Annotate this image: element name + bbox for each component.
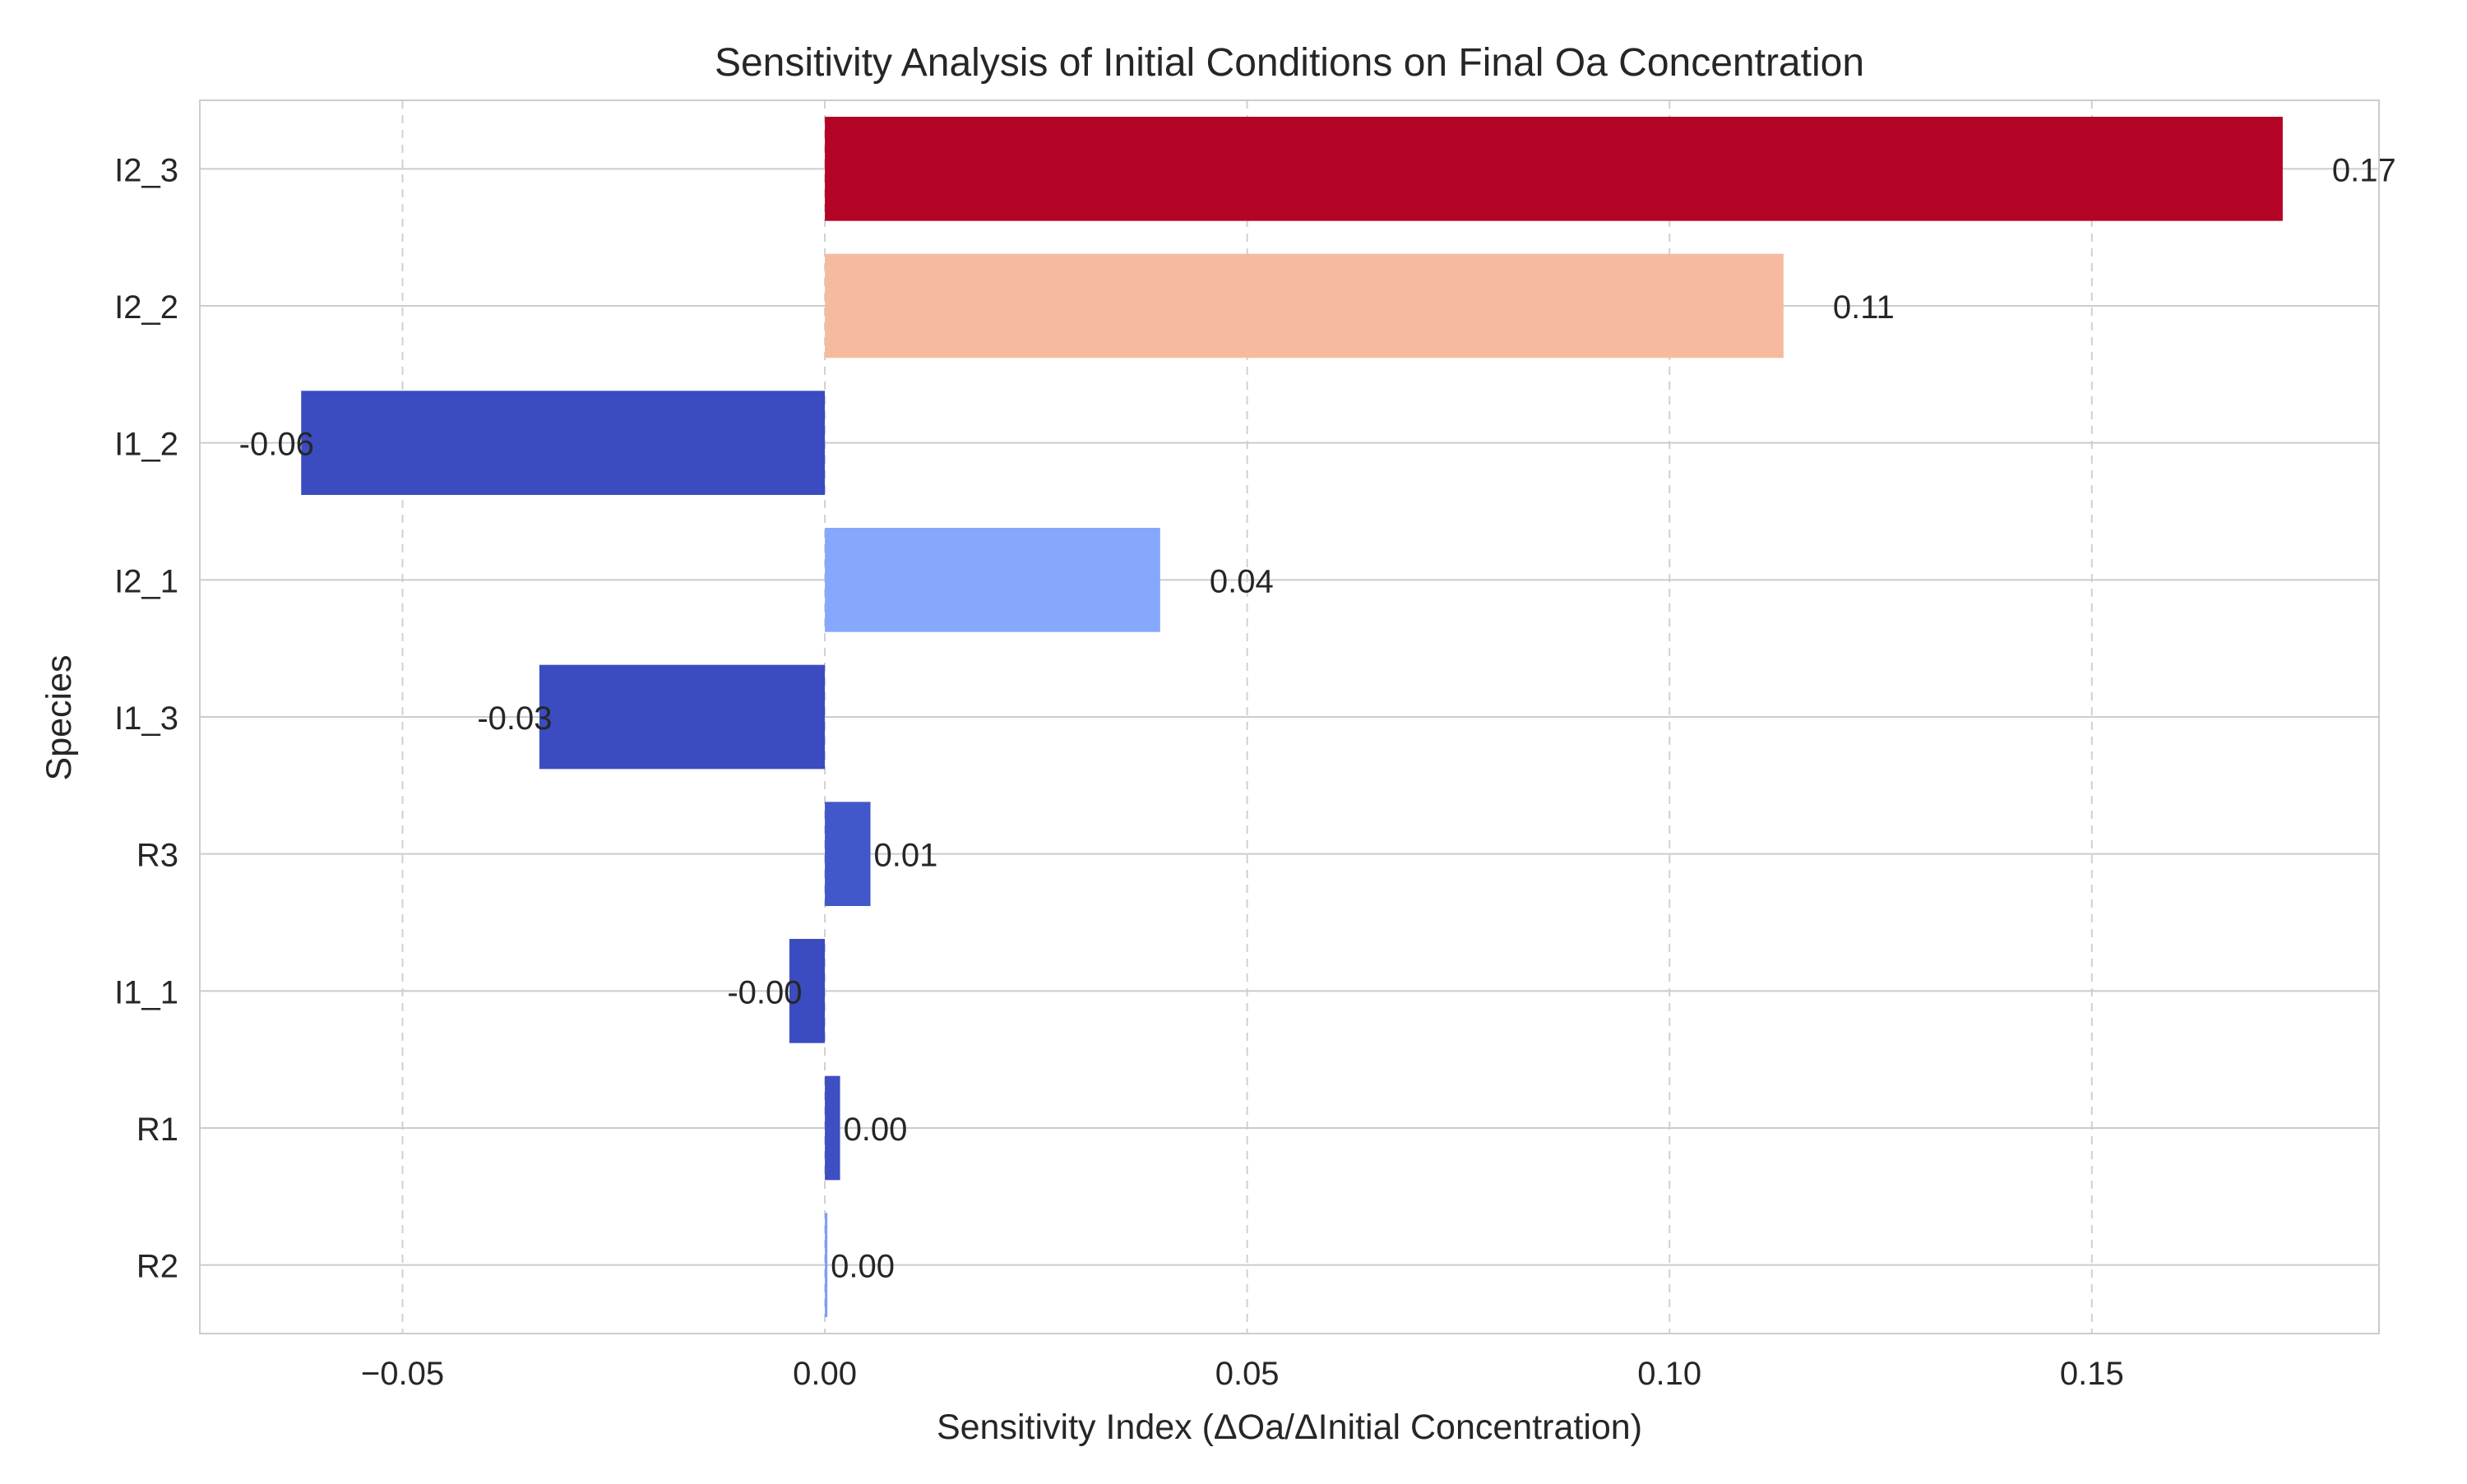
tick-layer: −0.05 0.00 0.05 0.10 0.15 I2_3 I2_2 I1_2 I2_1 I1_… [114, 152, 2124, 1392]
y-tick-label: I2_1 [114, 563, 178, 599]
data-label: -0.03 [477, 700, 552, 737]
y-tick-label: I1_2 [114, 427, 178, 463]
x-tick-label: 0.05 [1215, 1356, 1280, 1392]
data-label: -0.00 [727, 974, 802, 1010]
bar-i1-1 [789, 939, 826, 1043]
data-label: 0.00 [831, 1249, 895, 1285]
chart-title: Sensitivity Analysis of Initial Conditio… [715, 41, 1864, 85]
data-label: 0.17 [2332, 152, 2396, 188]
bar-r3 [825, 802, 871, 906]
y-tick-label: R3 [137, 838, 178, 874]
bar-i1-2 [301, 391, 826, 495]
x-tick-label: 0.00 [793, 1356, 857, 1392]
x-tick-label: 0.10 [1637, 1356, 1701, 1392]
y-tick-label: R1 [137, 1112, 178, 1148]
y-tick-label: I1_1 [114, 974, 178, 1010]
y-tick-label: I1_3 [114, 700, 178, 737]
bar-i2-1 [825, 528, 1160, 632]
label-layer: 0.17 0.11 -0.06 0.04 -0.03 0.01 -0.00 0.00 0.00 [239, 152, 2396, 1284]
bar-r2 [825, 1213, 828, 1317]
data-label: 0.01 [874, 838, 938, 874]
data-label: 0.04 [1210, 563, 1274, 599]
y-axis-label: Species [39, 655, 79, 781]
bar-layer [301, 117, 2283, 1317]
x-tick-label: 0.15 [2060, 1356, 2124, 1392]
plot-frame [199, 99, 2380, 1334]
bar-i2-3 [825, 117, 2283, 221]
y-tick-label: I2_2 [114, 289, 178, 326]
y-tick-label: R2 [137, 1249, 178, 1285]
data-label: -0.06 [239, 427, 314, 463]
y-tick-label: I2_3 [114, 152, 178, 188]
bar-i2-2 [825, 253, 1784, 358]
bar-i1-3 [539, 664, 826, 770]
data-label: 0.00 [844, 1112, 908, 1148]
x-axis-label: Sensitivity Index (ΔOa/ΔInitial Concentr… [937, 1408, 1642, 1447]
bar-r1 [825, 1075, 840, 1181]
x-tick-label: −0.05 [361, 1356, 444, 1392]
data-label: 0.11 [1833, 289, 1895, 326]
